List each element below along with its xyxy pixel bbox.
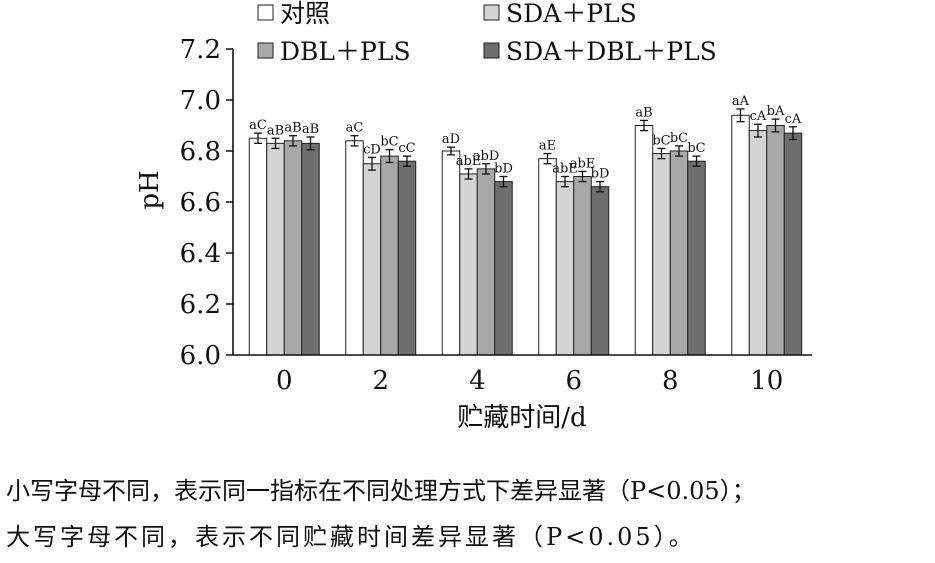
bar-0-2: [441, 150, 461, 356]
bar-3-4: [687, 160, 706, 356]
significance-label: aD: [442, 132, 460, 147]
significance-label: bD: [494, 162, 513, 177]
legend-label-0: 对照: [280, 0, 330, 28]
significance-label: aC: [249, 118, 267, 133]
significance-label: aA: [732, 94, 750, 109]
legend-label-2: DBL＋PLS: [280, 37, 411, 66]
figure-caption-line-2: 大写字母不同，表示不同贮藏时间差异显著（P<0.05）。: [6, 523, 696, 551]
bar-1-1: [362, 163, 382, 356]
significance-label: aB: [302, 122, 319, 137]
bar-2-2: [476, 168, 496, 356]
legend-swatch-1: [483, 4, 500, 21]
bar-0-1: [345, 140, 364, 356]
x-tick-label: 8: [662, 366, 679, 396]
legend-label-3: SDA＋DBL＋PLS: [506, 37, 717, 66]
legend-swatch-0: [257, 4, 274, 21]
significance-label: abE: [552, 162, 578, 177]
chart-legend: 对照 SDA＋PLS DBL＋PLS SDA＋DBL＋PLS: [257, 0, 717, 66]
bar-3-0: [301, 142, 320, 356]
bar-2-1: [380, 155, 399, 356]
bar-0-4: [634, 125, 654, 356]
significance-label: abD: [473, 149, 500, 164]
bar-3-2: [494, 181, 513, 356]
significance-label: abE: [456, 154, 482, 169]
bar-3-1: [397, 160, 417, 356]
y-tick-label: 6.0: [180, 341, 221, 371]
significance-label: aB: [635, 105, 652, 120]
significance-label: bC: [687, 141, 705, 156]
bar-1-2: [459, 173, 478, 356]
significance-label: bD: [591, 167, 610, 182]
bar-1-4: [652, 153, 671, 356]
bar-0-5: [731, 114, 750, 356]
x-tick-label: 6: [565, 366, 582, 396]
bar-1-3: [555, 181, 575, 356]
y-tick-label: 7.2: [180, 35, 221, 65]
x-axis-title: 贮藏时间/d: [457, 403, 586, 433]
significance-label: cA: [750, 109, 767, 124]
significance-label: abE: [570, 156, 596, 171]
error-bar-group: [254, 108, 797, 193]
chart-axes: 0 2 4 6 8 10: [232, 49, 812, 396]
significance-label: cA: [785, 112, 802, 127]
significance-label: aB: [267, 123, 284, 138]
bar-series-group: [248, 114, 803, 356]
bar-2-3: [573, 176, 592, 356]
y-tick-label: 6.2: [180, 290, 221, 320]
bar-3-5: [783, 132, 803, 356]
y-tick-label: 6.6: [180, 188, 221, 218]
bar-2-5: [766, 125, 785, 356]
significance-label: bC: [670, 131, 688, 146]
significance-label: aE: [539, 139, 556, 154]
bar-2-4: [669, 150, 689, 356]
x-tick-label: 4: [469, 366, 486, 396]
bar-0-3: [538, 158, 557, 356]
significance-label: bC: [652, 133, 670, 148]
y-axis-title: pH: [135, 170, 165, 209]
legend-label-1: SDA＋PLS: [506, 0, 637, 28]
ph-bar-chart: 对照 SDA＋PLS DBL＋PLS SDA＋DBL＋PLS 6.0 6.2 6.4 6.6…: [135, 0, 812, 433]
x-tick-label: 2: [372, 366, 389, 396]
y-tick-label: 6.8: [180, 137, 221, 167]
significance-label: cC: [398, 141, 415, 156]
bar-2-0: [283, 140, 303, 356]
bar-1-0: [266, 142, 285, 356]
x-tick-label: 0: [276, 366, 293, 396]
significance-label: cD: [363, 142, 381, 157]
significance-label: aB: [284, 121, 301, 136]
x-tick-label: 10: [750, 366, 783, 396]
legend-swatch-3: [483, 42, 500, 59]
significance-label: aC: [346, 121, 364, 136]
significance-label: bC: [380, 135, 398, 150]
figure-caption-line-1: 小写字母不同，表示同一指标在不同处理方式下差异显著（P<0.05）；: [6, 477, 756, 505]
legend-swatch-2: [257, 42, 274, 59]
bar-0-0: [248, 137, 268, 356]
bar-1-5: [748, 130, 768, 356]
bar-3-3: [590, 186, 610, 356]
y-axis-ticks: 6.0 6.2 6.4 6.6 6.8 7.0 7.2: [180, 35, 233, 371]
y-tick-label: 7.0: [180, 86, 221, 116]
significance-label: bA: [767, 104, 785, 119]
y-tick-label: 6.4: [180, 239, 221, 269]
